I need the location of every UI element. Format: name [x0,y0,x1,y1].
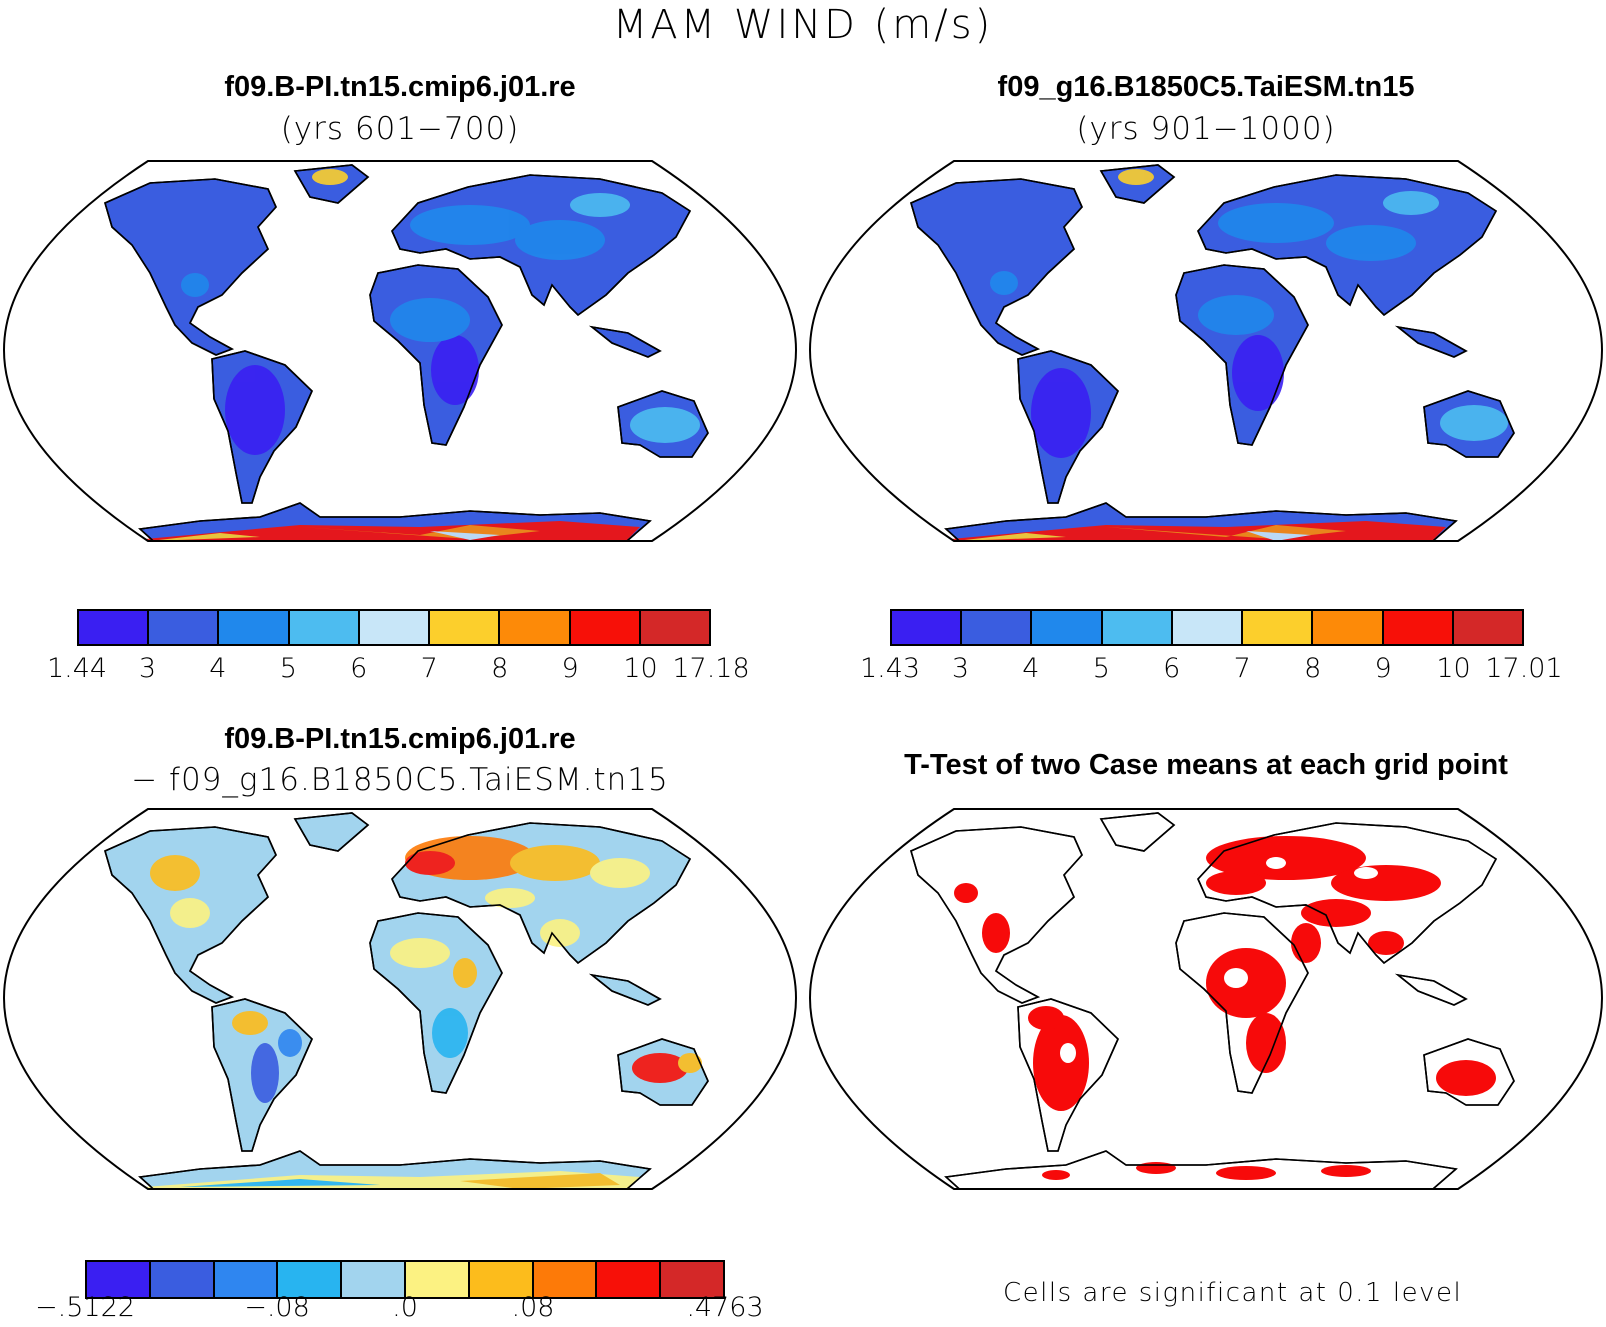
colorbar-case2-labels: 1.43 3 4 5 6 7 8 9 10 17.01 [860,653,1563,687]
colorbar-tick-label: .0 [392,1292,418,1323]
colorbar-swatch [150,1262,215,1297]
colorbar-swatch [219,611,290,644]
colorbar-tick-label: 4 [1022,653,1040,684]
colorbar-tick-label: 3 [138,653,157,684]
colorbar-tick-label: −.08 [244,1292,310,1323]
colorbar-swatch [1313,611,1384,644]
significance-note: Cells are significant at 0.1 level [1003,1278,1463,1308]
panel-title-difference: f09.B-PI.tn15.cmip6.j01.re [224,723,576,755]
colorbar-swatch [892,611,963,644]
colorbar-case1-labels: 1.44 3 4 5 6 7 8 9 10 17.18 [47,653,750,687]
colorbar-tick-label: 5 [1092,653,1110,684]
map-case2 [806,155,1606,560]
colorbar-swatch [79,611,150,644]
colorbar-tick-label: 1.44 [46,653,108,684]
colorbar-difference-labels: −.5122 −.08 .0 .08 .4763 [35,1292,764,1326]
panel-subtitle-difference: − f09_g16.B1850C5.TaiESM.tn15 [131,762,669,798]
figure-title: MAM WIND (m/s) [612,2,994,48]
colorbar-swatch [1102,611,1173,644]
colorbar-tick-label: 1.43 [859,653,921,684]
colorbar-swatch [1172,611,1244,644]
colorbar-swatch [533,1262,598,1297]
colorbar-swatch [430,611,501,644]
colorbar-tick-label: 8 [1304,653,1322,684]
map-case1 [0,155,800,560]
colorbar-tick-label: 17.18 [672,653,750,684]
colorbar-tick-label: 10 [1436,653,1471,684]
colorbar-tick-label: −.5122 [35,1292,135,1323]
colorbar-swatch [1383,611,1454,644]
panel-title-case2: f09_g16.B1850C5.TaiESM.tn15 [997,71,1415,103]
colorbar-swatch [405,1262,470,1297]
colorbar-swatch [342,1262,406,1297]
colorbar-tick-label: 7 [1233,653,1251,684]
colorbar-swatch [359,611,431,644]
map-difference [0,803,800,1208]
colorbar-swatch [500,611,571,644]
colorbar-swatch [214,1262,279,1297]
colorbar-tick-label: 3 [951,653,970,684]
colorbar-swatch [640,611,709,644]
colorbar-swatch [1243,611,1314,644]
colorbar-tick-label: .4763 [686,1292,764,1323]
colorbar-swatch [597,1262,662,1297]
colorbar-swatch [1032,611,1103,644]
colorbar-swatch [289,611,360,644]
colorbar-tick-label: .08 [511,1292,555,1323]
panel-title-case1: f09.B-PI.tn15.cmip6.j01.re [224,71,576,103]
colorbar-tick-label: 5 [279,653,297,684]
colorbar-tick-label: 4 [209,653,227,684]
colorbar-tick-label: 9 [1374,653,1392,684]
colorbar-swatch [278,1262,343,1297]
colorbar-tick-label: 7 [420,653,438,684]
colorbar-swatch [1453,611,1522,644]
colorbar-tick-label: 8 [491,653,509,684]
colorbar-tick-label: 17.01 [1485,653,1563,684]
colorbar-swatch [149,611,220,644]
colorbar-swatch [962,611,1033,644]
colorbar-case1 [77,609,711,646]
colorbar-tick-label: 6 [350,653,368,684]
panel-subtitle-case2: (yrs 901−1000) [1076,111,1336,147]
colorbar-swatch [87,1262,151,1297]
panel-title-ttest: T-Test of two Case means at each grid po… [904,749,1508,781]
colorbar-difference [85,1260,725,1299]
colorbar-tick-label: 6 [1163,653,1181,684]
panel-subtitle-case1: (yrs 601−700) [280,111,520,147]
map-ttest [806,803,1606,1208]
colorbar-case2 [890,609,1524,646]
colorbar-tick-label: 10 [623,653,658,684]
colorbar-swatch [661,1262,723,1297]
colorbar-tick-label: 9 [561,653,579,684]
colorbar-swatch [469,1262,534,1297]
colorbar-swatch [570,611,641,644]
